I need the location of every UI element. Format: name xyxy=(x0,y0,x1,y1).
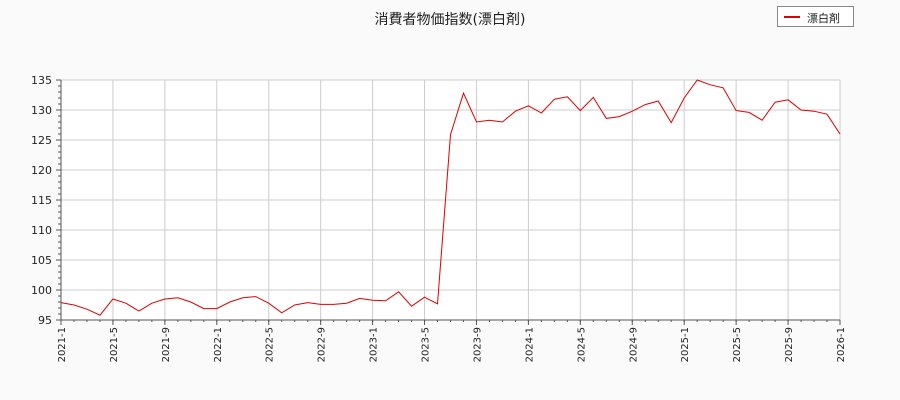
chart-title: 消費者物価指数(漂白剤) xyxy=(374,12,526,28)
series-line xyxy=(60,79,841,316)
y-tick-label: 100 xyxy=(31,284,52,297)
x-tick-label: 2021-1 xyxy=(57,327,68,362)
x-tick-label: 2023-1 xyxy=(369,327,380,362)
x-tick-label: 2025-9 xyxy=(784,327,795,362)
y-tick-label: 105 xyxy=(31,254,52,267)
x-tick-label: 2024-1 xyxy=(524,327,535,362)
x-tick-label: 2022-1 xyxy=(213,327,224,362)
x-tick-label: 2026-1 xyxy=(836,327,847,362)
y-tick-label: 135 xyxy=(31,74,52,87)
x-tick-label: 2024-5 xyxy=(576,327,587,362)
x-tick-label: 2024-9 xyxy=(628,327,639,362)
legend-label: 漂白剤 xyxy=(807,12,840,25)
y-tick-label: 120 xyxy=(31,164,52,177)
x-tick-label: 2025-5 xyxy=(732,327,743,362)
y-tick-label: 115 xyxy=(31,194,52,207)
x-tick-label: 2025-1 xyxy=(680,327,691,362)
x-tick-label: 2021-9 xyxy=(161,327,172,362)
y-tick-label: 95 xyxy=(38,314,52,327)
legend-swatch xyxy=(784,16,800,18)
y-tick-label: 130 xyxy=(31,104,52,117)
x-tick-label: 2021-5 xyxy=(109,327,120,362)
x-tick-label: 2022-5 xyxy=(265,327,276,362)
x-tick-label: 2022-9 xyxy=(317,327,328,362)
x-tick-label: 2023-9 xyxy=(472,327,483,362)
y-tick-label: 125 xyxy=(31,134,52,147)
legend: 漂白剤 xyxy=(777,6,854,27)
x-tick-label: 2023-5 xyxy=(421,327,432,362)
y-tick-label: 110 xyxy=(31,224,52,237)
